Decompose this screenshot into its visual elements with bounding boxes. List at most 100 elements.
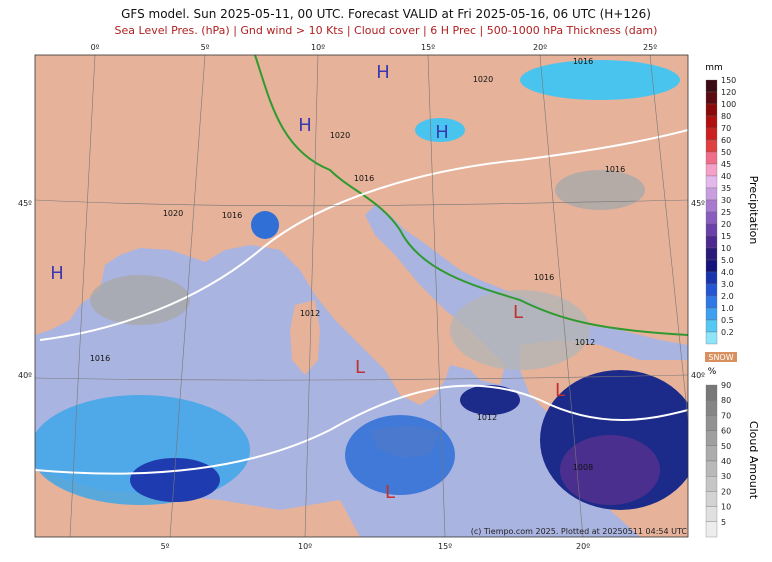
pressure-center: L <box>385 482 395 503</box>
legend-swatch <box>705 283 718 297</box>
isobar-label: 1020 <box>163 209 183 218</box>
legend-swatch <box>705 175 718 189</box>
sardinia <box>290 300 320 375</box>
legend-tick: 90 <box>721 381 731 390</box>
legend-tick: 60 <box>721 427 731 436</box>
land <box>35 55 688 405</box>
legend-swatch <box>705 127 718 141</box>
legend-swatch <box>705 331 718 345</box>
legend-swatch <box>705 415 718 431</box>
lat-label: 40º <box>18 371 32 380</box>
precip-area <box>345 415 455 495</box>
north-africa <box>35 470 360 537</box>
lat-label: 45º <box>18 199 32 208</box>
legend-swatch <box>705 91 718 105</box>
legend-tick: 60 <box>721 136 731 145</box>
thickness-line <box>254 55 688 336</box>
isobar <box>39 129 688 341</box>
legend-swatch <box>705 223 718 237</box>
cloud-unit: % <box>708 367 717 377</box>
legend-tick: 100 <box>721 100 736 109</box>
legend-swatch <box>705 271 718 285</box>
credit: (c) Tiempo.com 2025. Plotted at 20250511… <box>471 527 688 536</box>
lon-label: 20º <box>533 43 547 52</box>
legend-swatch <box>705 199 718 213</box>
legend-tick: 15 <box>721 232 731 241</box>
legend-swatch <box>705 115 718 129</box>
cloud-area <box>90 275 190 325</box>
lon-label: 10º <box>298 542 312 551</box>
isobar-label: 1012 <box>477 413 497 422</box>
legend-tick: 70 <box>721 124 731 133</box>
legend-tick: 2.0 <box>721 292 734 301</box>
lon-label: 15º <box>438 542 452 551</box>
legend-swatch <box>705 151 718 165</box>
lon-label: 10º <box>311 43 325 52</box>
precip-area <box>251 211 279 239</box>
lon-label: 0º <box>91 43 100 52</box>
isobar-label: 1016 <box>605 165 625 174</box>
pressure-center: L <box>513 302 523 323</box>
lon-label: 20º <box>576 542 590 551</box>
pressure-center: H <box>298 115 312 136</box>
isobar-label: 1016 <box>90 354 110 363</box>
isobar-label: 1016 <box>222 211 242 220</box>
precip-area <box>460 385 520 415</box>
legend-swatch <box>705 445 718 462</box>
legend-tick: 0.5 <box>721 316 734 325</box>
legend-swatch <box>705 139 718 153</box>
isobar-label: 1008 <box>573 463 593 472</box>
legend-tick: 30 <box>721 196 731 205</box>
precip-area <box>560 435 660 505</box>
legend-swatch <box>705 384 718 401</box>
legend-swatch <box>705 319 718 333</box>
pressure-center: L <box>355 357 365 378</box>
isobar <box>35 384 688 475</box>
isobar-label: 1012 <box>300 309 320 318</box>
legend-tick: 50 <box>721 148 731 157</box>
pressure-center: H <box>435 122 449 143</box>
legend-swatch <box>705 430 718 446</box>
legend-tick: 5.0 <box>721 256 734 265</box>
legend-tick: 10 <box>721 503 731 512</box>
legend-tick: 3.0 <box>721 280 734 289</box>
legend-swatch <box>705 307 718 321</box>
map-area <box>35 55 688 537</box>
snow-label: SNOW <box>708 353 733 362</box>
legend-tick: 35 <box>721 184 731 193</box>
legend-swatch <box>705 476 718 492</box>
legend-tick: 20 <box>721 220 731 229</box>
isobar-label: 1012 <box>575 338 595 347</box>
legend-swatch <box>705 103 718 117</box>
legend-tick: 45 <box>721 160 731 169</box>
legend-swatch <box>705 521 718 538</box>
legend-tick: 25 <box>721 208 731 217</box>
lon-label: 25º <box>643 43 657 52</box>
legend-tick: 4.0 <box>721 268 734 277</box>
cloud-area <box>450 290 590 370</box>
precip-area <box>520 60 680 100</box>
graticule <box>69 55 688 537</box>
legend-swatch <box>705 259 718 273</box>
lat-label: 45º <box>691 199 705 208</box>
legend-tick: 50 <box>721 442 731 451</box>
pressure-center: H <box>376 62 390 83</box>
pressure-center: L <box>555 380 565 401</box>
legend-swatch <box>705 235 718 249</box>
cloud-area <box>555 170 645 210</box>
legend-swatch <box>705 400 718 416</box>
isobar-label: 1016 <box>534 273 554 282</box>
isobar-label: 1020 <box>473 75 493 84</box>
legend-tick: 80 <box>721 396 731 405</box>
legend-title: Cloud Amount <box>747 421 760 500</box>
graticule <box>35 199 688 381</box>
title: GFS model. Sun 2025-05-11, 00 UTC. Forec… <box>121 7 651 21</box>
legend-swatch <box>705 187 718 201</box>
legend-tick: 40 <box>721 457 731 466</box>
legend-tick: 40 <box>721 172 731 181</box>
lat-label: 40º <box>691 371 705 380</box>
legend-swatch <box>705 247 718 261</box>
lon-label: 5º <box>201 43 210 52</box>
